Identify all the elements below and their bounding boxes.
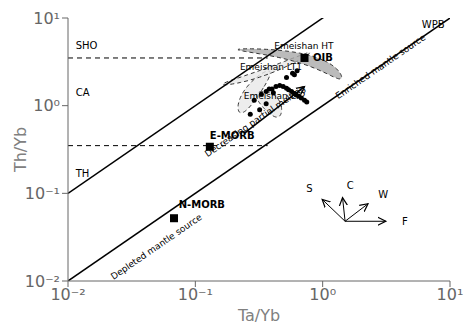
svg-text:10⁻¹: 10⁻¹ bbox=[25, 184, 60, 203]
svg-text:10⁻¹: 10⁻¹ bbox=[178, 285, 213, 304]
svg-text:10¹: 10¹ bbox=[437, 285, 464, 304]
svg-text:F: F bbox=[402, 216, 408, 227]
svg-text:10⁰: 10⁰ bbox=[33, 96, 60, 115]
svg-text:WPB: WPB bbox=[421, 18, 445, 30]
svg-text:W: W bbox=[378, 189, 388, 200]
svg-text:TH: TH bbox=[75, 168, 90, 179]
svg-text:S: S bbox=[306, 183, 312, 194]
svg-text:Th/Yb: Th/Yb bbox=[11, 127, 30, 173]
svg-text:Emeishan LT2: Emeishan LT2 bbox=[243, 91, 306, 102]
svg-text:Ta/Yb: Ta/Yb bbox=[237, 306, 280, 325]
svg-text:Depleted mantle source: Depleted mantle source bbox=[109, 212, 204, 282]
svg-text:N-MORB: N-MORB bbox=[179, 199, 225, 210]
svg-text:Emeishan LT1: Emeishan LT1 bbox=[239, 62, 302, 73]
svg-text:10¹: 10¹ bbox=[33, 9, 60, 28]
svg-text:OIB: OIB bbox=[313, 52, 333, 63]
svg-text:SHO: SHO bbox=[76, 40, 98, 51]
svg-text:E-MORB: E-MORB bbox=[210, 130, 255, 141]
svg-text:10⁰: 10⁰ bbox=[309, 285, 336, 304]
svg-text:C: C bbox=[347, 180, 354, 191]
svg-text:Emeishan HT: Emeishan HT bbox=[274, 41, 334, 51]
svg-text:CA: CA bbox=[76, 87, 90, 98]
svg-text:10⁻²: 10⁻² bbox=[50, 285, 86, 305]
svg-text:Enriched mantle source: Enriched mantle source bbox=[333, 32, 428, 101]
svg-text:10⁻²: 10⁻² bbox=[25, 272, 60, 291]
svg-text:Decreasing partial melting: Decreasing partial melting bbox=[203, 83, 307, 159]
